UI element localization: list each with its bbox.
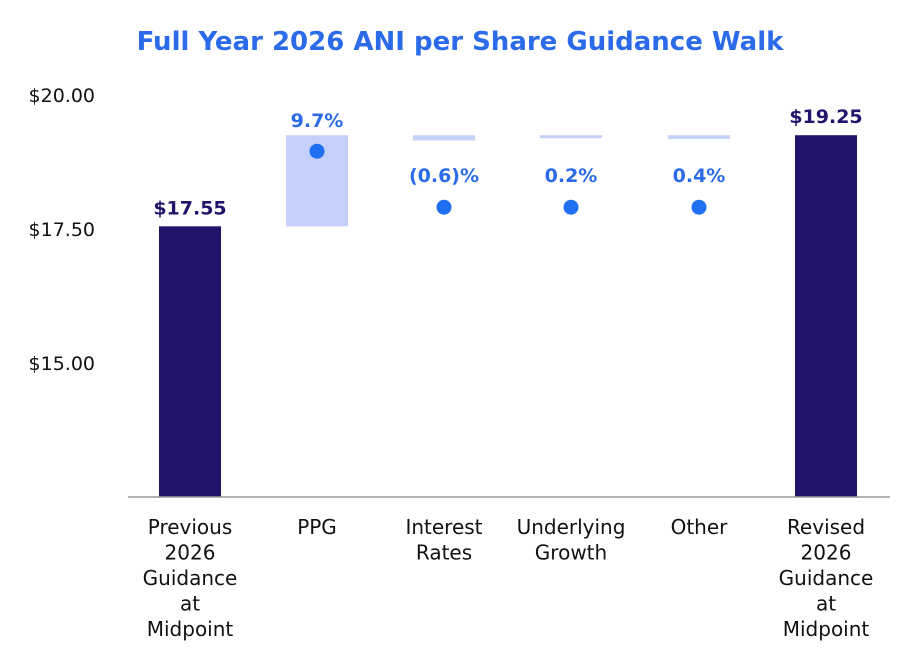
total-bar (795, 135, 857, 497)
category-label-line: 2026 (165, 541, 216, 565)
total-value-label: $19.25 (789, 106, 862, 128)
category-label-line: at (180, 592, 200, 616)
category-label-line: Previous (148, 515, 233, 539)
delta-percent-label: 9.7% (291, 110, 344, 132)
delta-bar (668, 135, 730, 139)
category-label: Underlying Growth (517, 515, 626, 565)
category-label-line: Guidance (779, 566, 874, 590)
category-label-line: Midpoint (783, 617, 870, 641)
category-label: Previous 2026 Guidance at Midpoint (143, 515, 238, 641)
delta-percent-label: (0.6)% (409, 165, 479, 187)
category-label-line: Guidance (143, 566, 238, 590)
category-label-line: Growth (535, 541, 607, 565)
delta-marker-dot (436, 199, 452, 215)
y-tick-label: $17.50 (29, 219, 95, 241)
category-label-line: Interest (405, 515, 482, 539)
category-label-line: at (816, 592, 836, 616)
category-label-line: 2026 (801, 541, 852, 565)
category-label-line: PPG (297, 515, 337, 539)
category-label-line: Midpoint (147, 617, 234, 641)
category-label-line: Rates (416, 541, 472, 565)
bars-layer: $17.55 9.7% (0.6)% 0.2% 0.4% $19.25 (153, 106, 863, 497)
category-label-line: Underlying (517, 515, 626, 539)
y-tick-label: $15.00 (29, 353, 95, 375)
delta-percent-label: 0.4% (673, 165, 726, 187)
y-axis-ticks: $15.00 $17.50 $20.00 (29, 85, 95, 375)
delta-bar (413, 135, 475, 141)
delta-bar (540, 135, 602, 139)
total-value-label: $17.55 (153, 197, 226, 219)
delta-marker-dot (563, 199, 579, 215)
category-label: Other (671, 515, 729, 539)
delta-marker-dot (309, 143, 325, 159)
category-label: Interest Rates (405, 515, 482, 565)
category-label: Revised 2026 Guidance at Midpoint (779, 515, 874, 641)
category-label-line: Revised (787, 515, 865, 539)
delta-percent-label: 0.2% (545, 165, 598, 187)
category-label-line: Other (671, 515, 729, 539)
chart-title: Full Year 2026 ANI per Share Guidance Wa… (137, 27, 785, 57)
delta-marker-dot (691, 199, 707, 215)
category-label: PPG (297, 515, 337, 539)
y-tick-label: $20.00 (29, 85, 95, 107)
total-bar (159, 226, 221, 497)
